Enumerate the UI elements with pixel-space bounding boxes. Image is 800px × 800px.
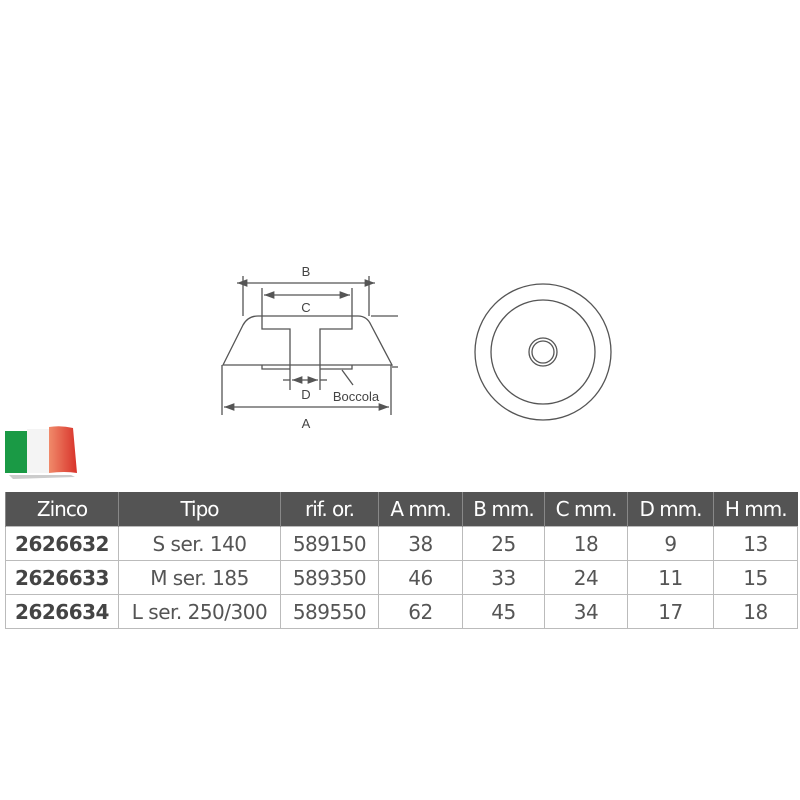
table-row: 2626632 S ser. 140 589150 38 25 18 9 13 xyxy=(5,526,798,561)
technical-drawing: B C D Boccola A xyxy=(221,264,612,431)
label-bushing: Boccola xyxy=(333,389,380,404)
cell-d: 9 xyxy=(627,526,714,561)
cell-c: 24 xyxy=(544,560,628,595)
cell-b: 45 xyxy=(462,594,545,629)
label-d: D xyxy=(301,387,310,402)
header-d: D mm. xyxy=(627,492,714,527)
cell-a: 46 xyxy=(378,560,463,595)
bushing-leader xyxy=(341,369,354,386)
cell-a: 38 xyxy=(378,526,463,561)
cell-h: 15 xyxy=(713,560,798,595)
table-row: 2626633 M ser. 185 589350 46 33 24 11 15 xyxy=(5,560,798,595)
header-b: B mm. xyxy=(462,492,545,527)
anode-body-outline xyxy=(221,315,394,366)
cell-d: 17 xyxy=(627,594,714,629)
table-header-row: Zinco Tipo rif. or. A mm. B mm. C mm. D … xyxy=(5,492,798,527)
cell-d: 11 xyxy=(627,560,714,595)
label-c: C xyxy=(301,300,310,315)
cell-zinco: 2626633 xyxy=(5,560,119,595)
cell-h: 13 xyxy=(713,526,798,561)
cell-b: 33 xyxy=(462,560,545,595)
header-a: A mm. xyxy=(378,492,463,527)
cell-rif: 589350 xyxy=(280,560,379,595)
cell-zinco: 2626634 xyxy=(5,594,119,629)
cell-b: 25 xyxy=(462,526,545,561)
header-c: C mm. xyxy=(544,492,628,527)
italy-flag-icon xyxy=(5,426,77,479)
cell-c: 34 xyxy=(544,594,628,629)
header-zinco: Zinco xyxy=(5,492,119,527)
top-view xyxy=(474,283,612,421)
side-view xyxy=(221,276,398,415)
cell-tipo: M ser. 185 xyxy=(118,560,281,595)
cell-h: 18 xyxy=(713,594,798,629)
bushing-outline xyxy=(261,365,353,370)
cell-a: 62 xyxy=(378,594,463,629)
header-tipo: Tipo xyxy=(118,492,281,527)
cell-rif: 589150 xyxy=(280,526,379,561)
product-table: Zinco Tipo rif. or. A mm. B mm. C mm. D … xyxy=(5,492,798,629)
cell-c: 18 xyxy=(544,526,628,561)
table-row: 2626634 L ser. 250/300 589550 62 45 34 17 18 xyxy=(5,594,798,629)
cell-rif: 589550 xyxy=(280,594,379,629)
cell-tipo: L ser. 250/300 xyxy=(118,594,281,629)
bore-outline xyxy=(261,316,353,368)
label-b: B xyxy=(302,264,311,279)
header-h: H mm. xyxy=(713,492,798,527)
header-rif: rif. or. xyxy=(280,492,379,527)
cell-tipo: S ser. 140 xyxy=(118,526,281,561)
label-a: A xyxy=(302,416,311,431)
cell-zinco: 2626632 xyxy=(5,526,119,561)
